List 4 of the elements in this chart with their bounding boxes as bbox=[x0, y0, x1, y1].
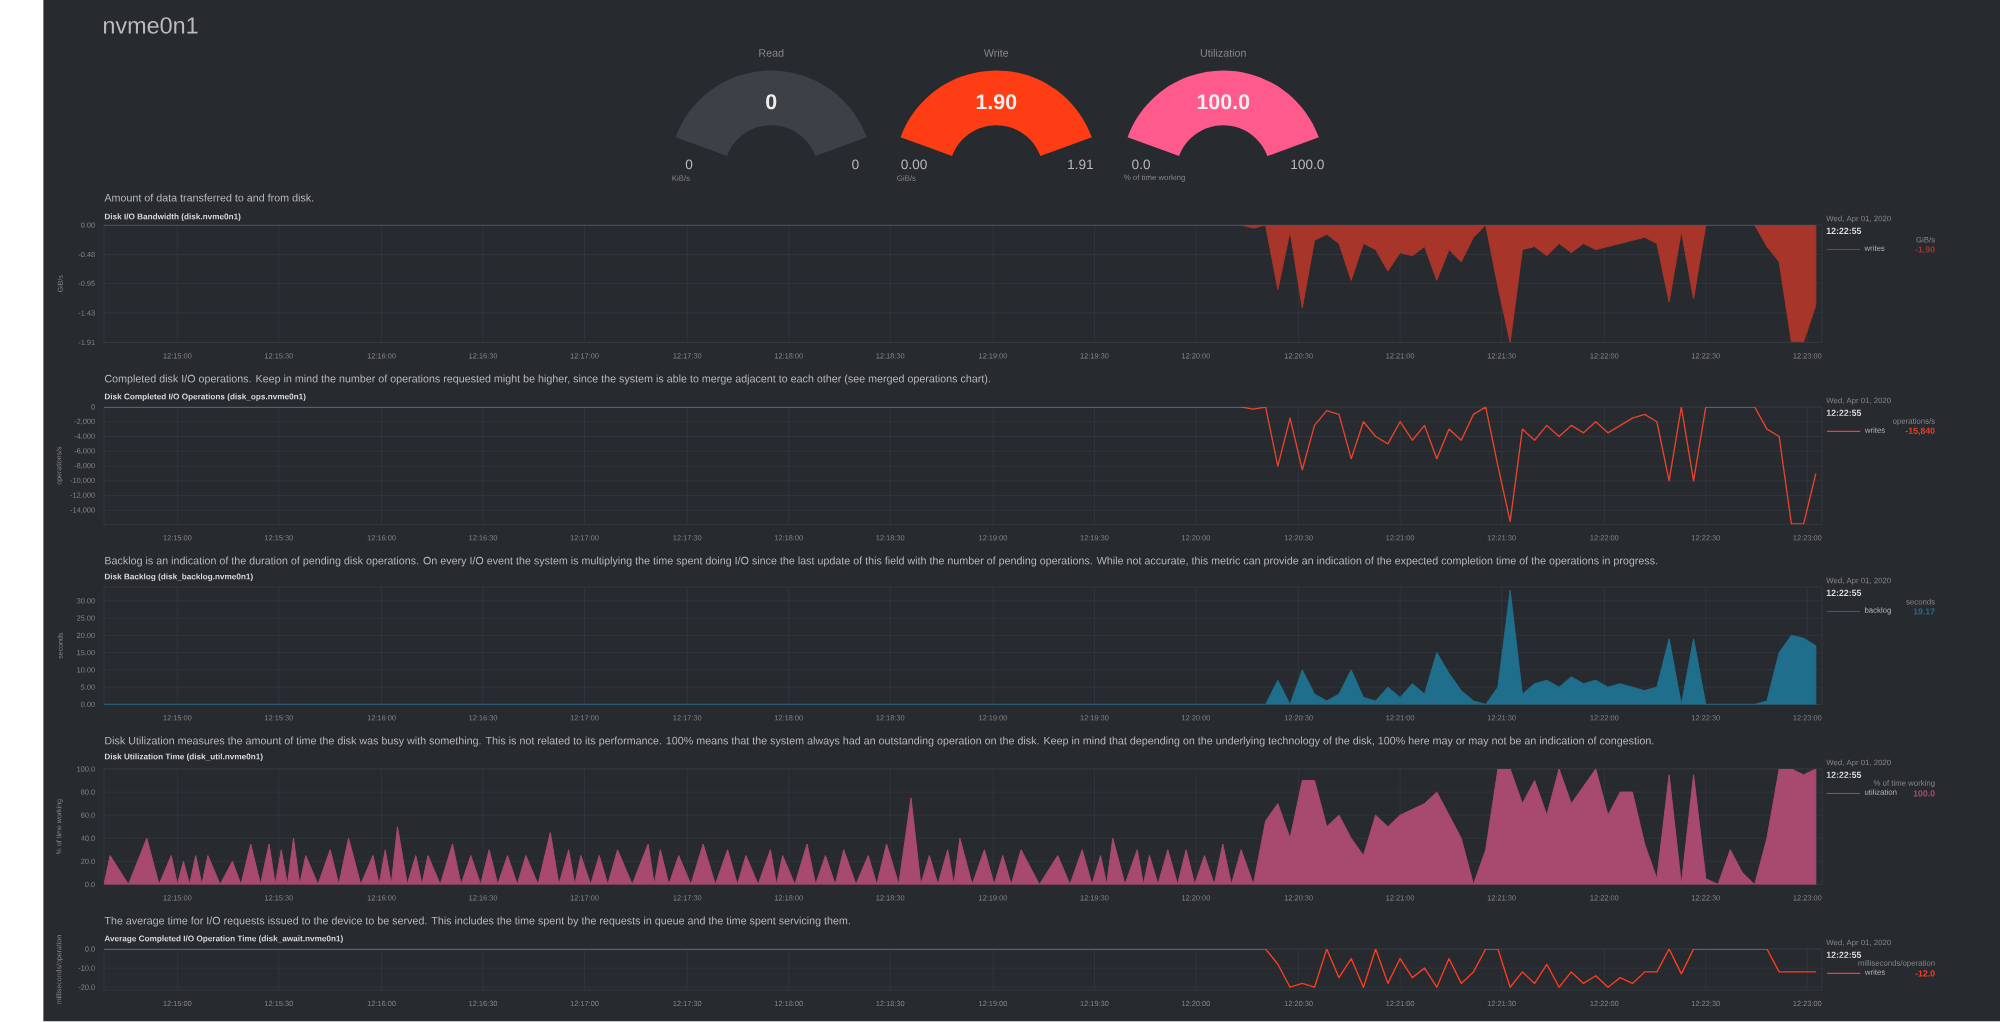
text: nvme0n1 bbox=[103, 17, 198, 34]
text: 0 bbox=[766, 94, 777, 110]
text: 100.0 bbox=[1197, 94, 1250, 110]
text: 1.90 bbox=[976, 94, 1017, 110]
